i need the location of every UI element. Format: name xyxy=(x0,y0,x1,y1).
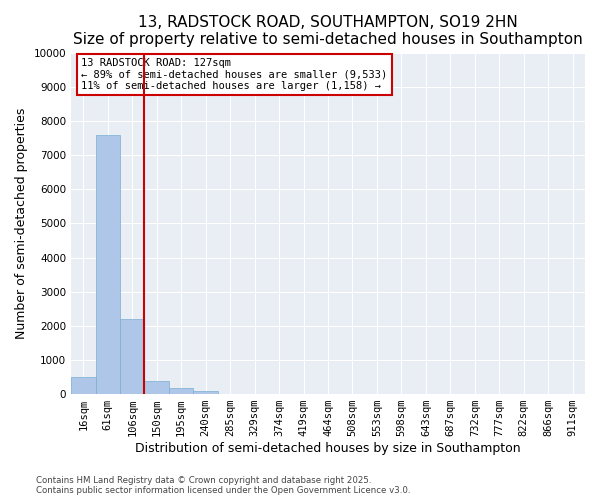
Y-axis label: Number of semi-detached properties: Number of semi-detached properties xyxy=(15,108,28,339)
Text: Contains HM Land Registry data © Crown copyright and database right 2025.
Contai: Contains HM Land Registry data © Crown c… xyxy=(36,476,410,495)
Bar xyxy=(193,390,218,394)
Bar xyxy=(71,377,95,394)
Bar xyxy=(145,381,169,394)
Bar xyxy=(95,134,120,394)
Text: 13 RADSTOCK ROAD: 127sqm
← 89% of semi-detached houses are smaller (9,533)
11% o: 13 RADSTOCK ROAD: 127sqm ← 89% of semi-d… xyxy=(82,58,388,91)
X-axis label: Distribution of semi-detached houses by size in Southampton: Distribution of semi-detached houses by … xyxy=(135,442,521,455)
Bar xyxy=(169,388,193,394)
Title: 13, RADSTOCK ROAD, SOUTHAMPTON, SO19 2HN
Size of property relative to semi-detac: 13, RADSTOCK ROAD, SOUTHAMPTON, SO19 2HN… xyxy=(73,15,583,48)
Bar xyxy=(120,319,145,394)
